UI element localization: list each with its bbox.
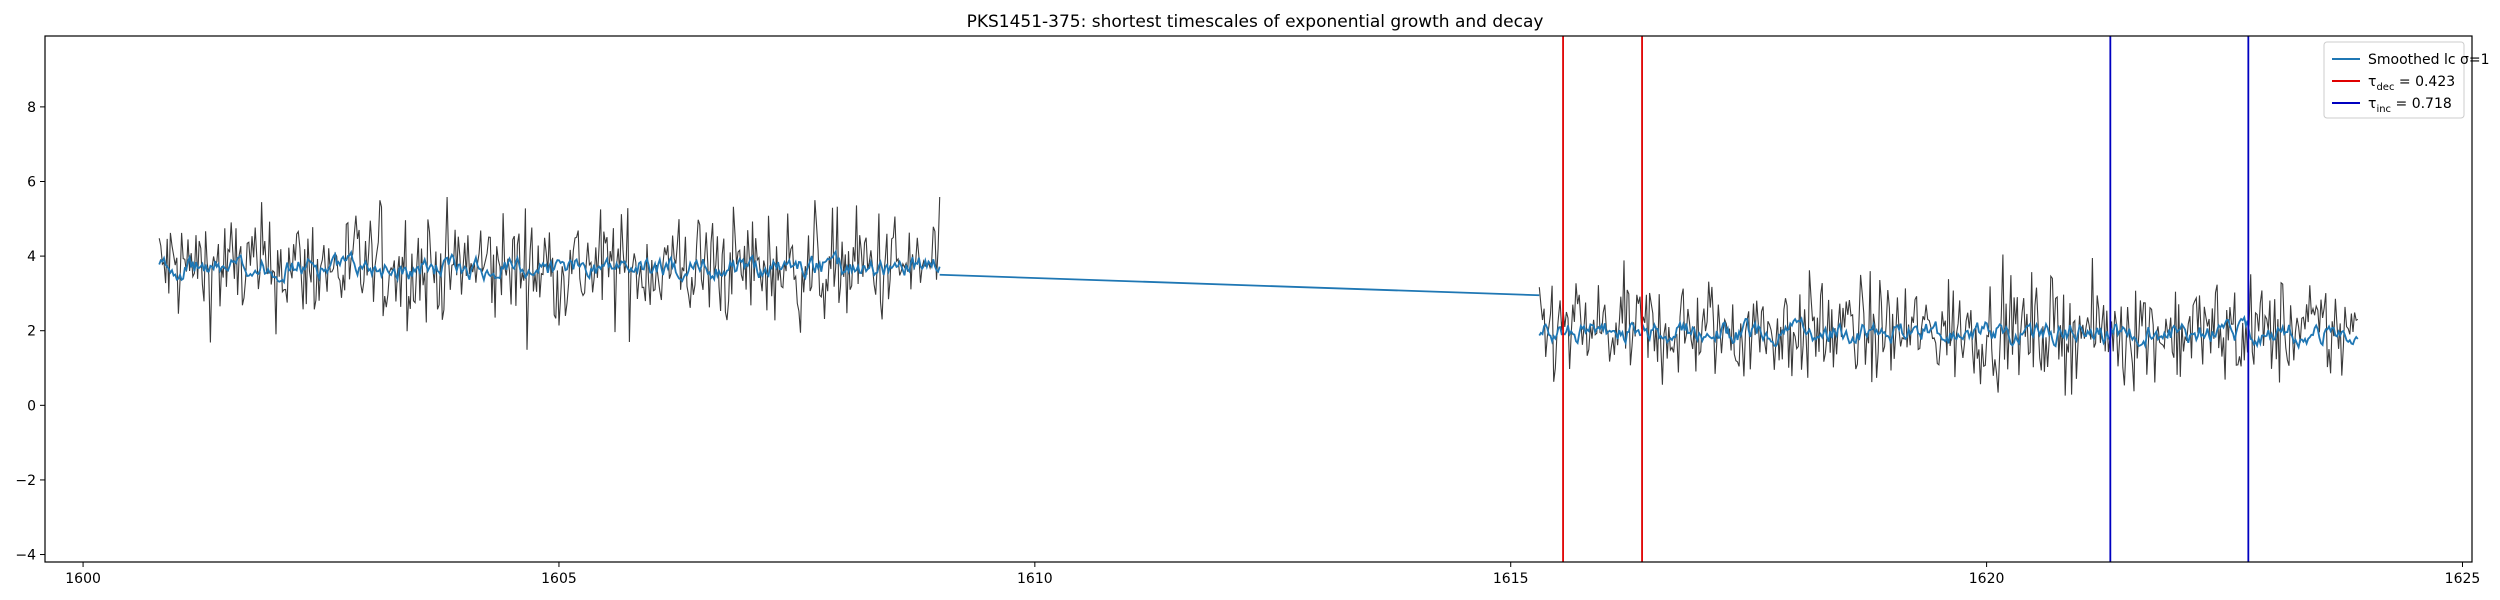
y-tick-label: 6 [27, 174, 36, 190]
x-tick-label: 1620 [1969, 571, 2005, 587]
y-tick-label: 8 [27, 100, 36, 116]
legend-box [2323, 41, 2465, 119]
legend-label: Smoothed lc σ=1 [2368, 52, 2490, 68]
x-tick-label: 1615 [1493, 571, 1529, 587]
plot-area [158, 36, 2359, 562]
y-tick-label: 0 [27, 398, 36, 414]
legend-label: τdec = 0.423 [2368, 74, 2455, 93]
y-tick-label: 4 [27, 249, 36, 265]
y-tick-label: −4 [15, 548, 36, 564]
x-tick-label: 1625 [2445, 571, 2481, 587]
raw-lightcurve-segment-2 [1538, 254, 2359, 396]
smoothed-lightcurve-gap-bridge [939, 273, 1540, 297]
axes-frame [44, 35, 2473, 563]
raw-lightcurve-segment-1 [158, 196, 941, 350]
x-tick-label: 1600 [65, 571, 101, 587]
y-tick-label: −2 [15, 473, 36, 489]
smoothed-lightcurve-segment-2 [1538, 314, 2359, 351]
x-tick-label: 1605 [541, 571, 577, 587]
y-tick-label: 2 [27, 324, 36, 340]
x-tick-label: 1610 [1017, 571, 1053, 587]
legend: Smoothed lc σ=1 τdec = 0.423 τinc = 0.718 [2323, 41, 2490, 119]
smoothed-lightcurve-segment-1 [158, 249, 941, 285]
chart-title: PKS1451-375: shortest timescales of expo… [967, 12, 1544, 32]
x-axis: 1600 1605 1610 1615 1620 1625 [65, 562, 2480, 587]
y-axis: −4 −2 0 2 4 6 8 [15, 100, 45, 564]
legend-label: τinc = 0.718 [2368, 96, 2452, 115]
